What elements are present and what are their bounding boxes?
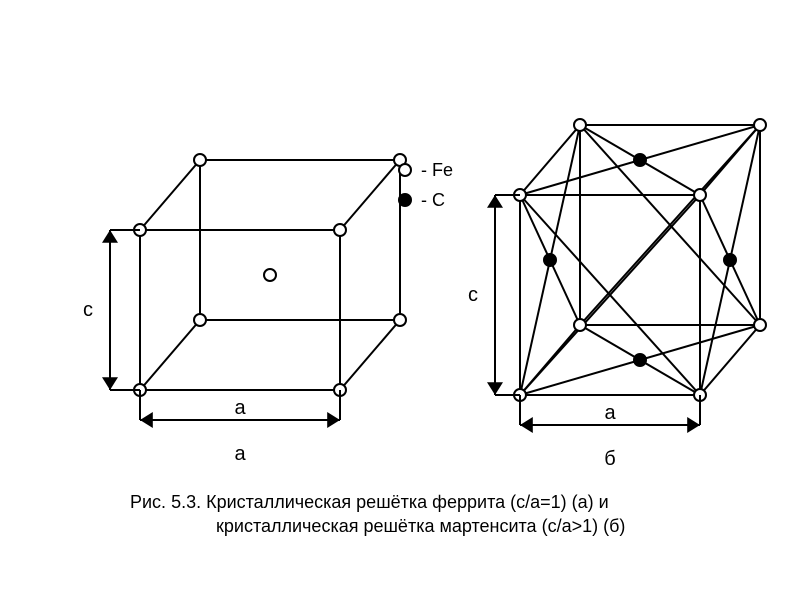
martensite-c-top [634, 154, 646, 166]
ferrite-conn-tr [340, 160, 400, 230]
legend-c-icon [399, 194, 411, 206]
ferrite-corner-fe-3 [394, 314, 406, 326]
martensite-axis-a: a [604, 402, 616, 424]
martensite-axis-c: с [468, 284, 478, 306]
martensite-c-left [544, 254, 556, 266]
legend-fe-icon [399, 164, 411, 176]
ferrite-conn-bl [140, 320, 200, 390]
arrowhead [102, 377, 118, 390]
arrowhead [102, 230, 118, 243]
martensite-c-bottom [634, 354, 646, 366]
figure-caption: Рис. 5.3. Кристаллическая решётка феррит… [130, 490, 730, 539]
ferrite-axis-c: c [83, 299, 93, 321]
martensite-corner-fe-2 [574, 319, 586, 331]
ferrite-conn-tl [140, 160, 200, 230]
martensite-conn-tl [520, 125, 580, 195]
martensite-c-right [724, 254, 736, 266]
arrowhead [687, 417, 700, 433]
ferrite-corner-fe-0 [194, 154, 206, 166]
caption-line1: Рис. 5.3. Кристаллическая решётка феррит… [130, 492, 609, 512]
ferrite-conn-br [340, 320, 400, 390]
arrowhead [487, 382, 503, 395]
ferrite-center-fe [264, 269, 276, 281]
caption-line2: кристаллическая решётка мартенсита (с/а>… [130, 516, 625, 536]
martensite-corner-fe-0 [574, 119, 586, 131]
arrowhead [327, 412, 340, 428]
martensite-conn-br [700, 325, 760, 395]
martensite-corner-fe-1 [754, 119, 766, 131]
ferrite-corner-fe-2 [194, 314, 206, 326]
martensite-corner-fe-3 [754, 319, 766, 331]
ferrite-sublabel: а [234, 443, 246, 465]
arrowhead [487, 195, 503, 208]
martensite-corner-fe-5 [694, 189, 706, 201]
legend-c-label: - C [421, 190, 445, 210]
ferrite-corner-fe-5 [334, 224, 346, 236]
arrowhead [140, 412, 153, 428]
martensite-sublabel: б [604, 448, 615, 470]
legend-fe-label: - Fe [421, 160, 453, 180]
ferrite-axis-a: a [234, 397, 246, 419]
arrowhead [520, 417, 533, 433]
